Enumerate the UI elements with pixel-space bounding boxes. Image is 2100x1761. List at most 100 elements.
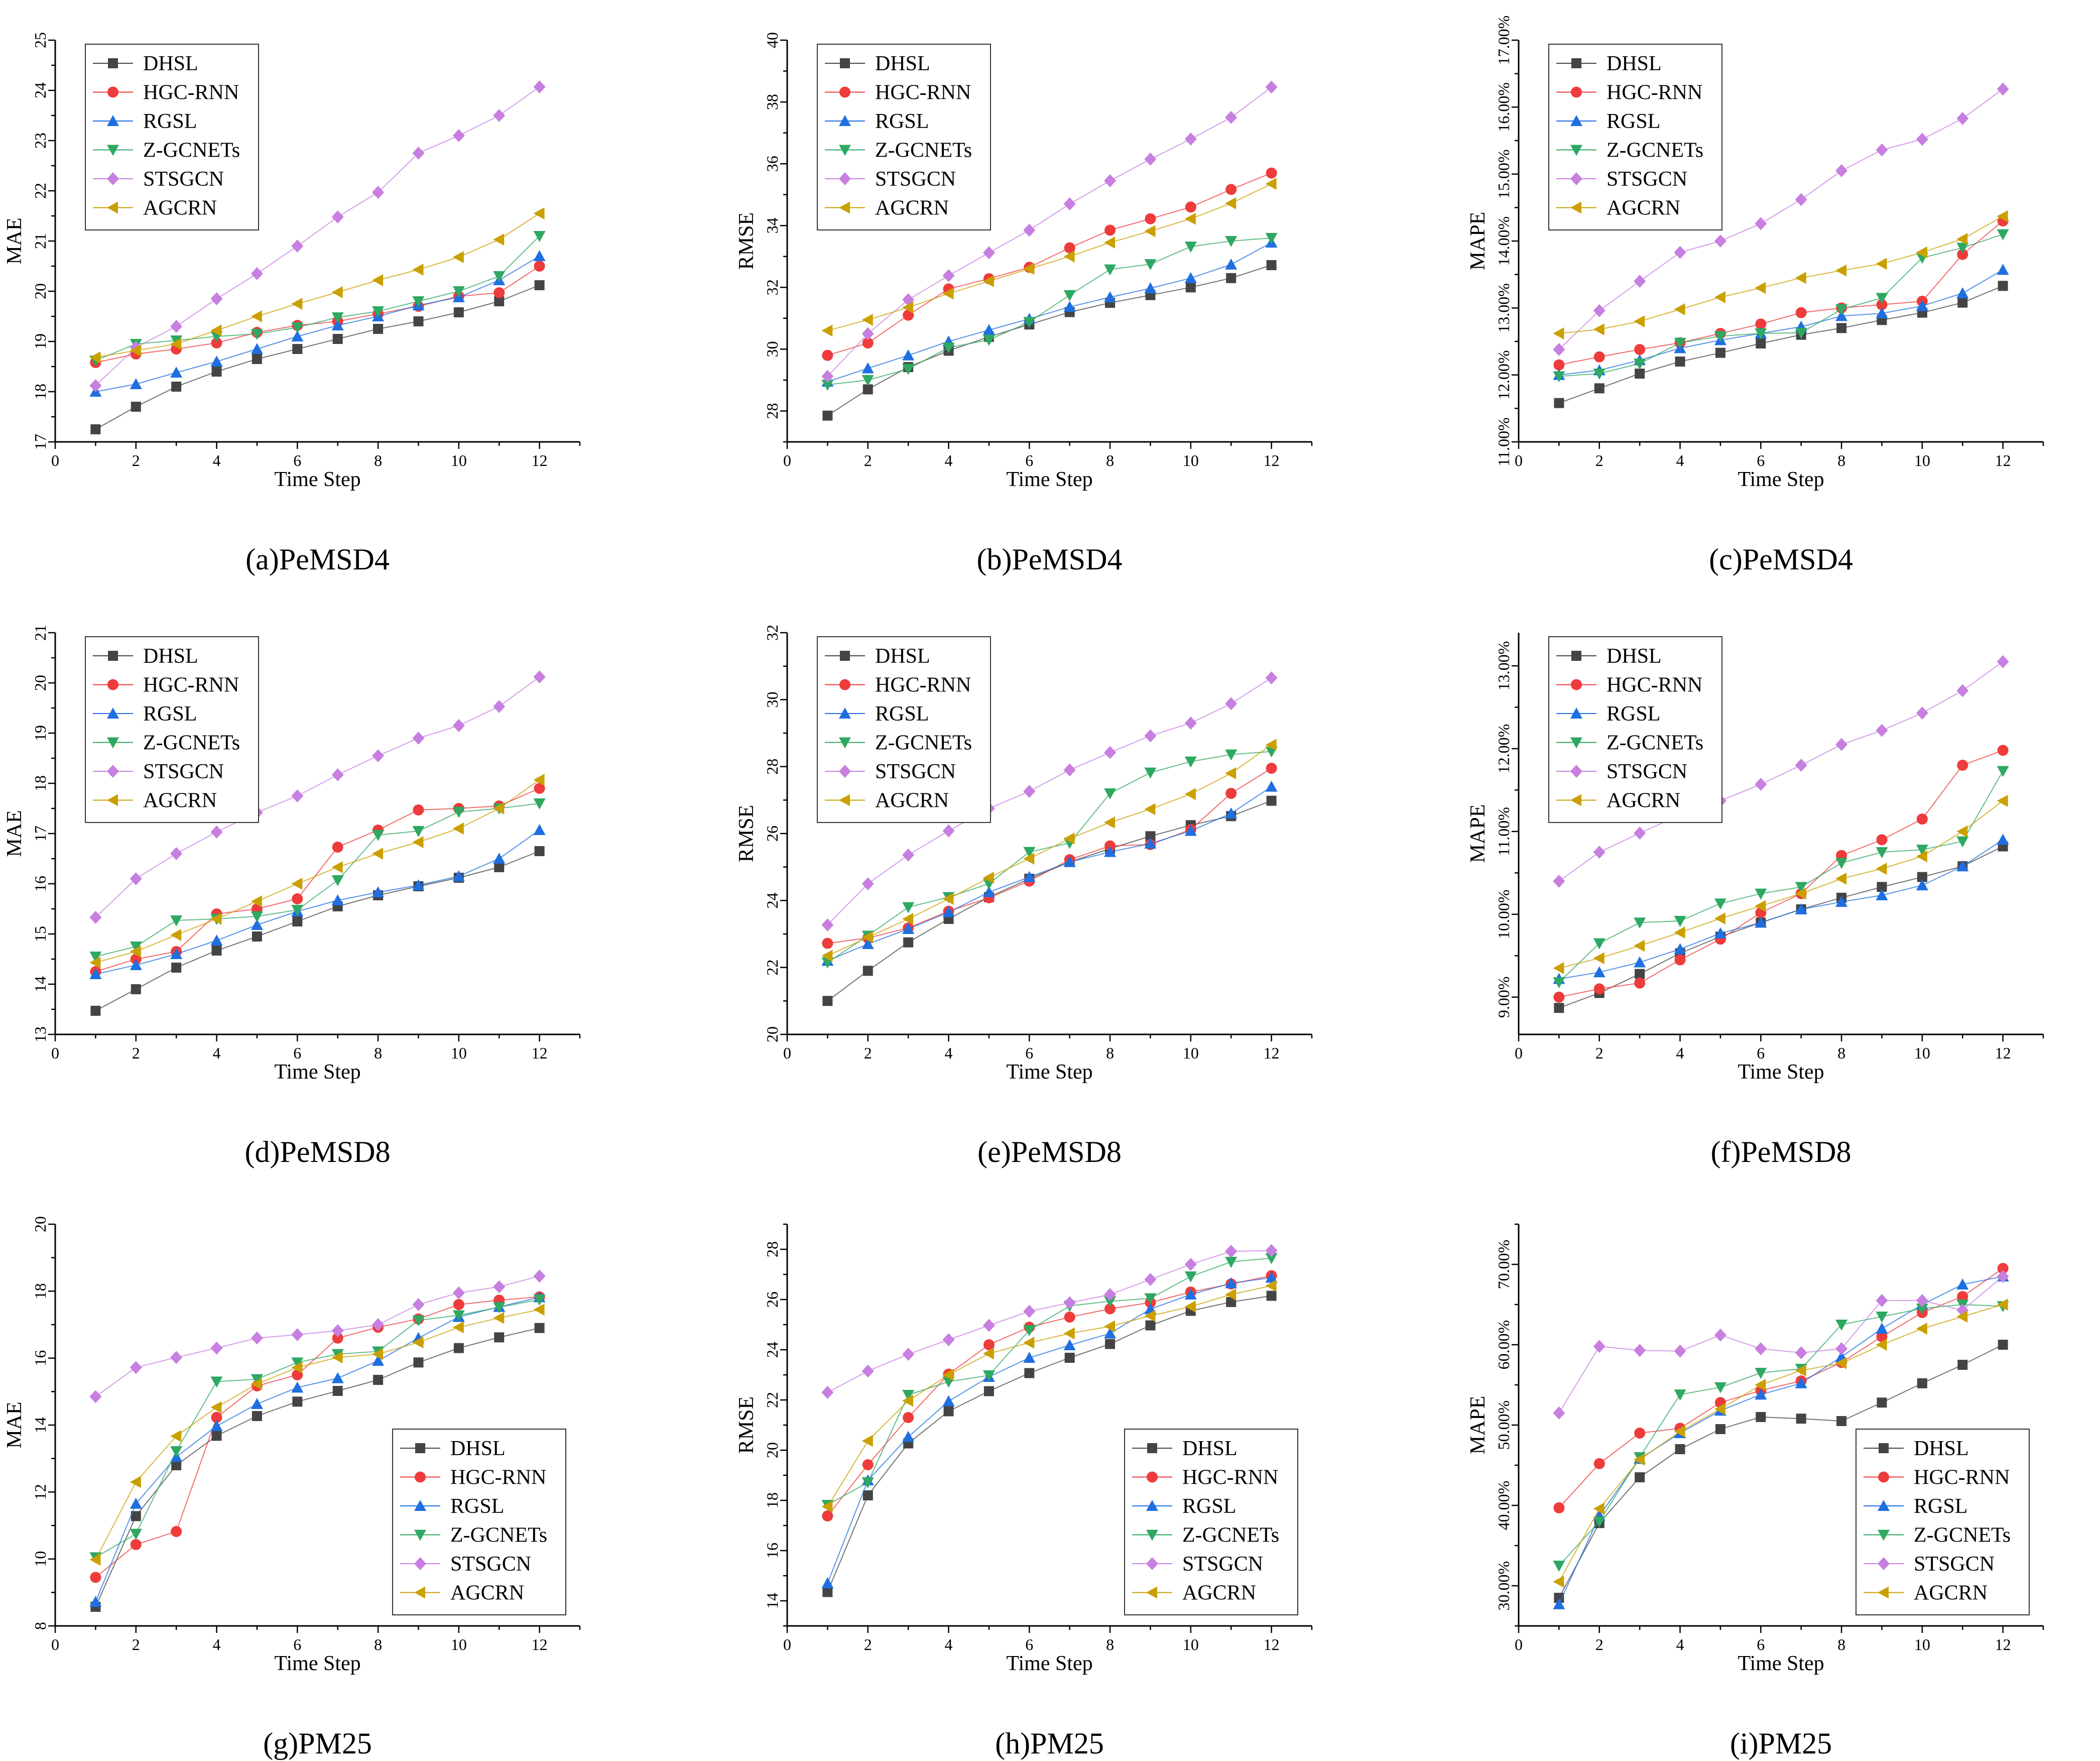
x-tick-label: 8 xyxy=(1106,1044,1114,1062)
data-point xyxy=(1755,217,1767,230)
y-tick-label: 24 xyxy=(763,1342,781,1358)
data-point xyxy=(1104,746,1117,759)
data-point xyxy=(1144,1273,1157,1286)
line-chart: 0 2 4 6 8 10 12 13 14 15 16 17 18 19 20 21 Time Step MAE D… xyxy=(3,625,581,1084)
data-point xyxy=(210,1376,223,1388)
data-point xyxy=(902,1348,915,1361)
legend-marker xyxy=(1878,1530,1890,1541)
data-point xyxy=(1795,193,1807,206)
data-point xyxy=(453,307,464,317)
data-point xyxy=(1184,717,1197,730)
axes: 0 2 4 6 8 10 12 8 10 12 14 16 18 20 xyxy=(31,1216,581,1654)
data-point xyxy=(1997,794,2008,807)
series-line xyxy=(1559,220,2004,366)
data-point xyxy=(1593,323,1604,335)
data-point xyxy=(1997,1270,2009,1283)
data-point xyxy=(902,923,915,934)
data-point xyxy=(983,1339,995,1350)
legend-item: HGC-RNN xyxy=(1864,1466,2010,1489)
data-point xyxy=(372,749,385,762)
legend-marker xyxy=(839,737,851,749)
data-point xyxy=(942,824,955,838)
x-tick-label: 10 xyxy=(451,451,467,469)
data-point xyxy=(1104,174,1117,187)
data-point xyxy=(1634,359,1646,370)
data-point xyxy=(1023,263,1035,275)
legend-marker xyxy=(839,172,851,185)
legend-item: STSGCN xyxy=(1132,1553,1263,1576)
series-line xyxy=(95,1275,540,1397)
data-point xyxy=(1184,272,1197,283)
data-point xyxy=(210,356,223,367)
data-point xyxy=(1554,1593,1564,1603)
data-point xyxy=(1023,1352,1036,1363)
data-point xyxy=(982,334,995,346)
legend-label: DHSL xyxy=(1607,52,1662,75)
legend-label: DHSL xyxy=(450,1437,506,1460)
data-point xyxy=(1104,788,1117,799)
series-dhsl xyxy=(1554,281,2008,408)
y-tick-label: 15.00% xyxy=(1495,149,1513,199)
y-tick-label: 24 xyxy=(31,82,49,98)
data-point xyxy=(1715,1424,1725,1434)
data-point xyxy=(1674,1389,1686,1401)
legend: DHSL HGC-RNN RGSL Z-GCNETs STSGCN AGCRN xyxy=(1124,1429,1298,1615)
legend-label: HGC-RNN xyxy=(875,674,971,697)
legend-item: STSGCN xyxy=(825,760,956,783)
data-point xyxy=(1795,882,1807,893)
data-point xyxy=(533,1304,545,1316)
data-point xyxy=(211,337,222,348)
data-point xyxy=(413,804,424,815)
data-point xyxy=(332,334,343,344)
x-tick-label: 0 xyxy=(783,1635,791,1654)
data-point xyxy=(1756,1412,1766,1422)
data-point xyxy=(130,1497,142,1509)
legend-item: AGCRN xyxy=(825,789,949,812)
data-point xyxy=(1675,357,1685,367)
y-tick-label: 19 xyxy=(31,333,49,349)
data-point xyxy=(493,233,505,246)
data-point xyxy=(1835,1342,1848,1355)
data-point xyxy=(251,310,262,322)
y-axis-label: MAPE xyxy=(1466,804,1490,863)
legend-label: STSGCN xyxy=(1607,760,1687,783)
data-point xyxy=(942,287,954,300)
legend-marker xyxy=(1570,172,1582,185)
data-point xyxy=(1554,1003,1564,1013)
data-point xyxy=(412,296,425,307)
legend-item: Z-GCNETs xyxy=(400,1524,547,1547)
x-tick-label: 12 xyxy=(1264,451,1280,469)
y-tick-label: 16.00% xyxy=(1495,82,1513,132)
data-point xyxy=(493,109,506,122)
data-point xyxy=(1755,1368,1767,1379)
legend-marker xyxy=(107,145,119,156)
y-tick-label: 24 xyxy=(763,892,781,908)
data-point xyxy=(533,80,546,93)
data-point xyxy=(1225,1245,1238,1258)
y-tick-label: 26 xyxy=(763,826,781,842)
y-tick-label: 18 xyxy=(31,775,49,791)
data-point xyxy=(942,906,955,917)
x-tick-label: 12 xyxy=(1995,451,2011,469)
x-axis-label: Time Step xyxy=(1738,468,1824,491)
data-point xyxy=(131,1511,141,1521)
data-point xyxy=(251,343,263,354)
data-point xyxy=(1956,860,1969,872)
series-z-gcnets xyxy=(821,232,1278,391)
data-point xyxy=(1997,655,2009,668)
y-tick-label: 26 xyxy=(763,1292,781,1308)
data-point xyxy=(1553,1406,1565,1420)
chart-panel-2: 0 2 4 6 8 10 12 28 30 32 34 36 38 40 Time Step RMSE DHSL… xyxy=(735,30,1322,497)
data-point xyxy=(210,1401,222,1414)
series-stsgcn xyxy=(89,670,546,924)
x-tick-label: 2 xyxy=(132,451,140,469)
series-agcrn xyxy=(821,178,1277,337)
data-point xyxy=(1266,1290,1277,1301)
panel-caption: (c)PeMSD4 xyxy=(1709,543,1853,576)
x-axis-label: Time Step xyxy=(274,1652,360,1675)
y-tick-label: 21 xyxy=(31,625,49,641)
legend-marker xyxy=(1146,1530,1158,1541)
legend-item: RGSL xyxy=(1132,1495,1236,1518)
series-dhsl xyxy=(822,795,1277,1006)
